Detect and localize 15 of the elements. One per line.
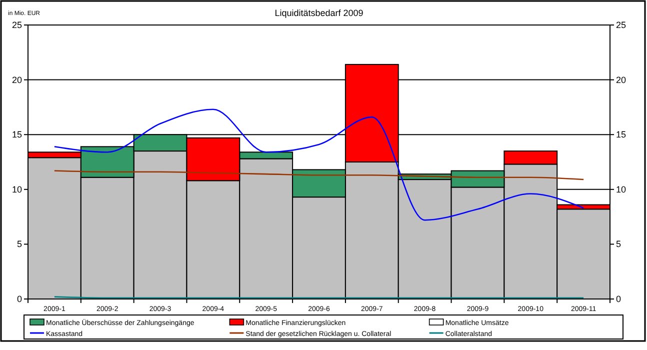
y2-tick-label: 10	[616, 184, 626, 194]
y-tick-label: 0	[16, 294, 22, 304]
y2-tick-label: 25	[616, 20, 626, 30]
y2-tick-label: 0	[616, 294, 622, 304]
y2-tick-label: 5	[616, 239, 622, 250]
y2-tick-label: 20	[616, 74, 626, 85]
y2-tick-label: 15	[616, 130, 626, 140]
y-tick-label: 10	[12, 184, 22, 194]
y-tick-label: 25	[12, 20, 22, 30]
y-tick-label: 5	[16, 239, 22, 250]
y-tick-label: 20	[12, 74, 22, 85]
y-tick-label: 15	[12, 130, 22, 140]
line-series	[54, 108, 584, 221]
chart-title: Liquiditätsbedarf 2009	[274, 8, 364, 18]
line-series	[54, 170, 584, 180]
